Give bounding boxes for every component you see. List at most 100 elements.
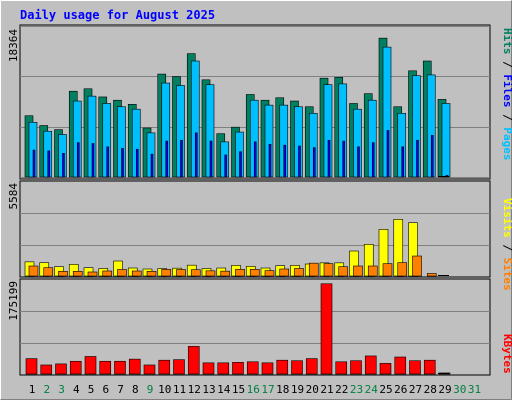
pages-bar (298, 145, 301, 178)
kbytes-bar (173, 359, 185, 375)
x-tick-label: 31 (468, 383, 481, 396)
pages-bar (386, 130, 390, 178)
x-tick-label: 8 (132, 383, 139, 396)
sites-bar (382, 263, 393, 277)
hits-ymax-label: 18364 (7, 29, 20, 62)
x-tick-label: 5 (88, 383, 95, 396)
kbytes-bar (128, 358, 141, 375)
sites-bar (28, 265, 39, 277)
kbytes-bar (423, 359, 436, 375)
sites-bar (249, 269, 260, 277)
files-bar (441, 103, 451, 178)
pages-bar (76, 142, 80, 178)
legend-kbytes: KBytes (501, 334, 512, 374)
legend-entry: Pages (501, 127, 512, 160)
pages-bar (91, 143, 95, 178)
chart-title: Daily usage for August 2025 (20, 8, 215, 22)
x-tick-label: 2 (43, 383, 50, 396)
legend-entry: Visits (501, 198, 512, 238)
kbytes-bar (261, 362, 274, 375)
legend-entry: Sites (501, 258, 512, 291)
sites-bar (87, 271, 98, 277)
legend-entry: Hits (501, 28, 512, 55)
x-tick-label: 19 (291, 383, 304, 396)
pages-bar (150, 153, 154, 178)
x-tick-label: 20 (306, 383, 319, 396)
pages-bar (283, 144, 287, 178)
x-tick-label: 22 (335, 383, 348, 396)
x-tick-label: 25 (379, 383, 392, 396)
x-tick-label: 9 (147, 383, 154, 396)
kbytes-bar (202, 362, 215, 375)
pages-bar (357, 146, 360, 178)
pages-bar (180, 139, 183, 178)
kbytes-bar (158, 359, 171, 375)
sites-bar (205, 270, 216, 277)
x-tick-label: 24 (365, 383, 379, 396)
pages-bar (62, 153, 65, 178)
sites-bar (117, 269, 127, 277)
kbytes-bar (25, 358, 38, 375)
sites-bar (323, 263, 334, 277)
kbytes-bar (276, 359, 289, 375)
sites-bar (264, 270, 275, 277)
kbytes-bar (69, 360, 82, 375)
x-tick-label: 27 (409, 383, 422, 396)
legend-hits-files-pages: Hits / Files / Pages (501, 28, 512, 161)
sites-bar (235, 269, 245, 277)
x-tick-label: 7 (117, 383, 124, 396)
pages-bar (312, 147, 316, 178)
legend-entry: Files (501, 74, 512, 107)
pages-bar (165, 140, 169, 178)
pages-bar (371, 142, 375, 178)
sites-bar (176, 269, 186, 277)
pages-bar (342, 140, 346, 178)
sites-bar (131, 270, 142, 277)
kbytes-bar (409, 360, 421, 375)
sites-bar (367, 265, 378, 277)
x-tick-label: 18 (276, 383, 289, 396)
kbytes-bar (55, 363, 67, 375)
kbytes-bar (187, 346, 200, 375)
kbytes-bar (246, 361, 259, 375)
sites-bar (146, 271, 157, 277)
pages-bar (194, 132, 198, 178)
pages-bar (268, 144, 272, 178)
pages-bar (224, 154, 228, 178)
pages-bar (106, 146, 110, 178)
x-tick-label: 3 (58, 383, 65, 396)
sites-bar (279, 268, 290, 277)
x-tick-label: 4 (73, 383, 80, 396)
sites-bar (353, 265, 363, 277)
x-tick-label: 1 (29, 383, 36, 396)
kbytes-bar (114, 360, 126, 375)
sites-bar (220, 270, 231, 277)
kbytes-bar (305, 358, 318, 375)
sites-bar (58, 271, 68, 277)
pages-bar (253, 141, 257, 178)
legend-visits-sites: Visits / Sites (501, 198, 512, 291)
kbytes-bar (379, 363, 392, 375)
pages-bar (32, 149, 36, 178)
legend-entry: KBytes (501, 334, 512, 374)
x-tick-label: 29 (438, 383, 451, 396)
sites-bar (308, 262, 319, 277)
sites-bar (161, 269, 172, 277)
kbytes-bar (320, 283, 333, 375)
sites-bar (102, 270, 113, 277)
sites-bar (338, 266, 349, 277)
kbytes-ymax-label: 175199 (7, 281, 20, 321)
x-tick-label: 14 (217, 383, 231, 396)
kbytes-bar (143, 364, 156, 375)
x-tick-label: 11 (173, 383, 186, 396)
kbytes-bar (99, 360, 112, 375)
kbytes-bar (364, 355, 377, 375)
pages-bar (121, 148, 124, 178)
x-tick-label: 21 (320, 383, 333, 396)
x-tick-label: 16 (247, 383, 260, 396)
kbytes-bar (350, 360, 362, 375)
x-tick-label: 30 (453, 383, 466, 396)
sites-bar (397, 262, 408, 277)
kbytes-bar (84, 356, 97, 375)
